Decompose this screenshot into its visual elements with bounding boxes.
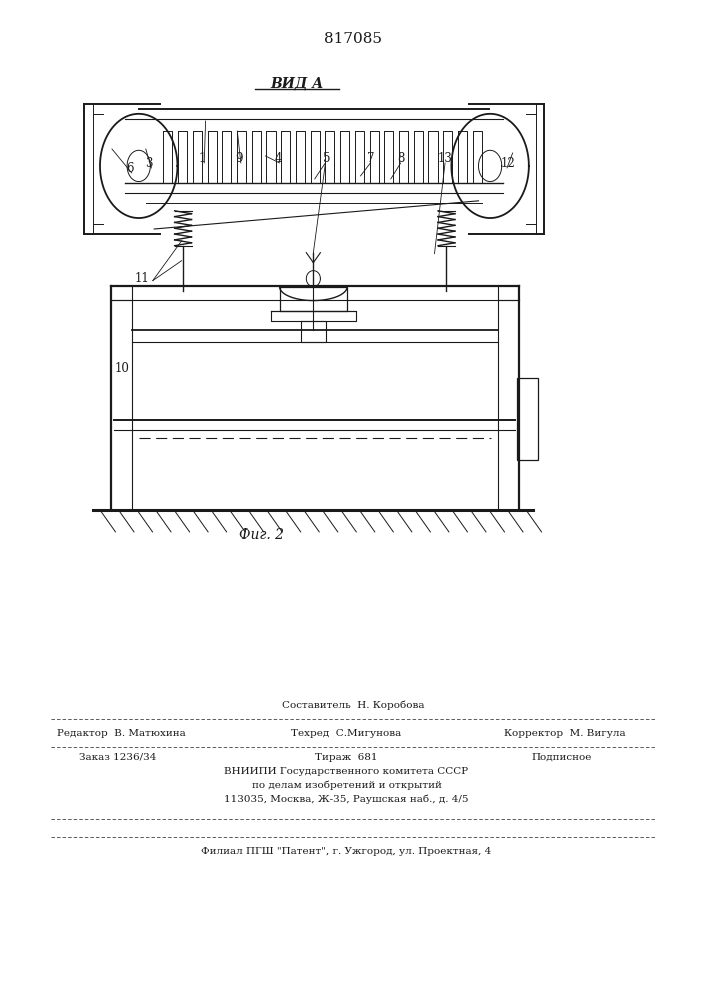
- Text: Подписное: Подписное: [531, 753, 592, 762]
- Text: 6: 6: [127, 162, 134, 175]
- Text: 13: 13: [438, 152, 452, 165]
- Text: Техред  С.Мигунова: Техред С.Мигунова: [291, 729, 402, 738]
- Text: Филиал ПГШ "Патент", г. Ужгород, ул. Проектная, 4: Филиал ПГШ "Патент", г. Ужгород, ул. Про…: [201, 847, 491, 856]
- Text: 10: 10: [115, 362, 130, 375]
- Text: 817085: 817085: [325, 32, 382, 46]
- Text: 5: 5: [323, 152, 330, 165]
- Text: 9: 9: [235, 152, 243, 165]
- Text: 8: 8: [397, 152, 404, 165]
- Text: 1: 1: [199, 152, 206, 165]
- Bar: [517, 378, 538, 460]
- Text: Заказ 1236/34: Заказ 1236/34: [79, 753, 156, 762]
- Text: 11: 11: [135, 272, 150, 285]
- Text: Тираж  681: Тираж 681: [315, 753, 378, 762]
- Text: 12: 12: [501, 157, 516, 170]
- Text: по делам изобретений и открытий: по делам изобретений и открытий: [252, 780, 441, 790]
- Text: 3: 3: [146, 157, 153, 170]
- Text: Составитель  Н. Коробова: Составитель Н. Коробова: [282, 701, 425, 710]
- Text: ВИД А: ВИД А: [271, 76, 324, 90]
- Text: Фиг. 2: Фиг. 2: [240, 528, 284, 542]
- Text: 113035, Москва, Ж-35, Раушская наб., д. 4/5: 113035, Москва, Ж-35, Раушская наб., д. …: [224, 794, 469, 804]
- Text: ВНИИПИ Государственного комитета СССР: ВНИИПИ Государственного комитета СССР: [224, 767, 469, 776]
- Text: Корректор  М. Вигула: Корректор М. Вигула: [504, 729, 626, 738]
- Text: 4: 4: [274, 152, 282, 165]
- Text: 7: 7: [367, 152, 374, 165]
- Text: Редактор  В. Матюхина: Редактор В. Матюхина: [57, 729, 185, 738]
